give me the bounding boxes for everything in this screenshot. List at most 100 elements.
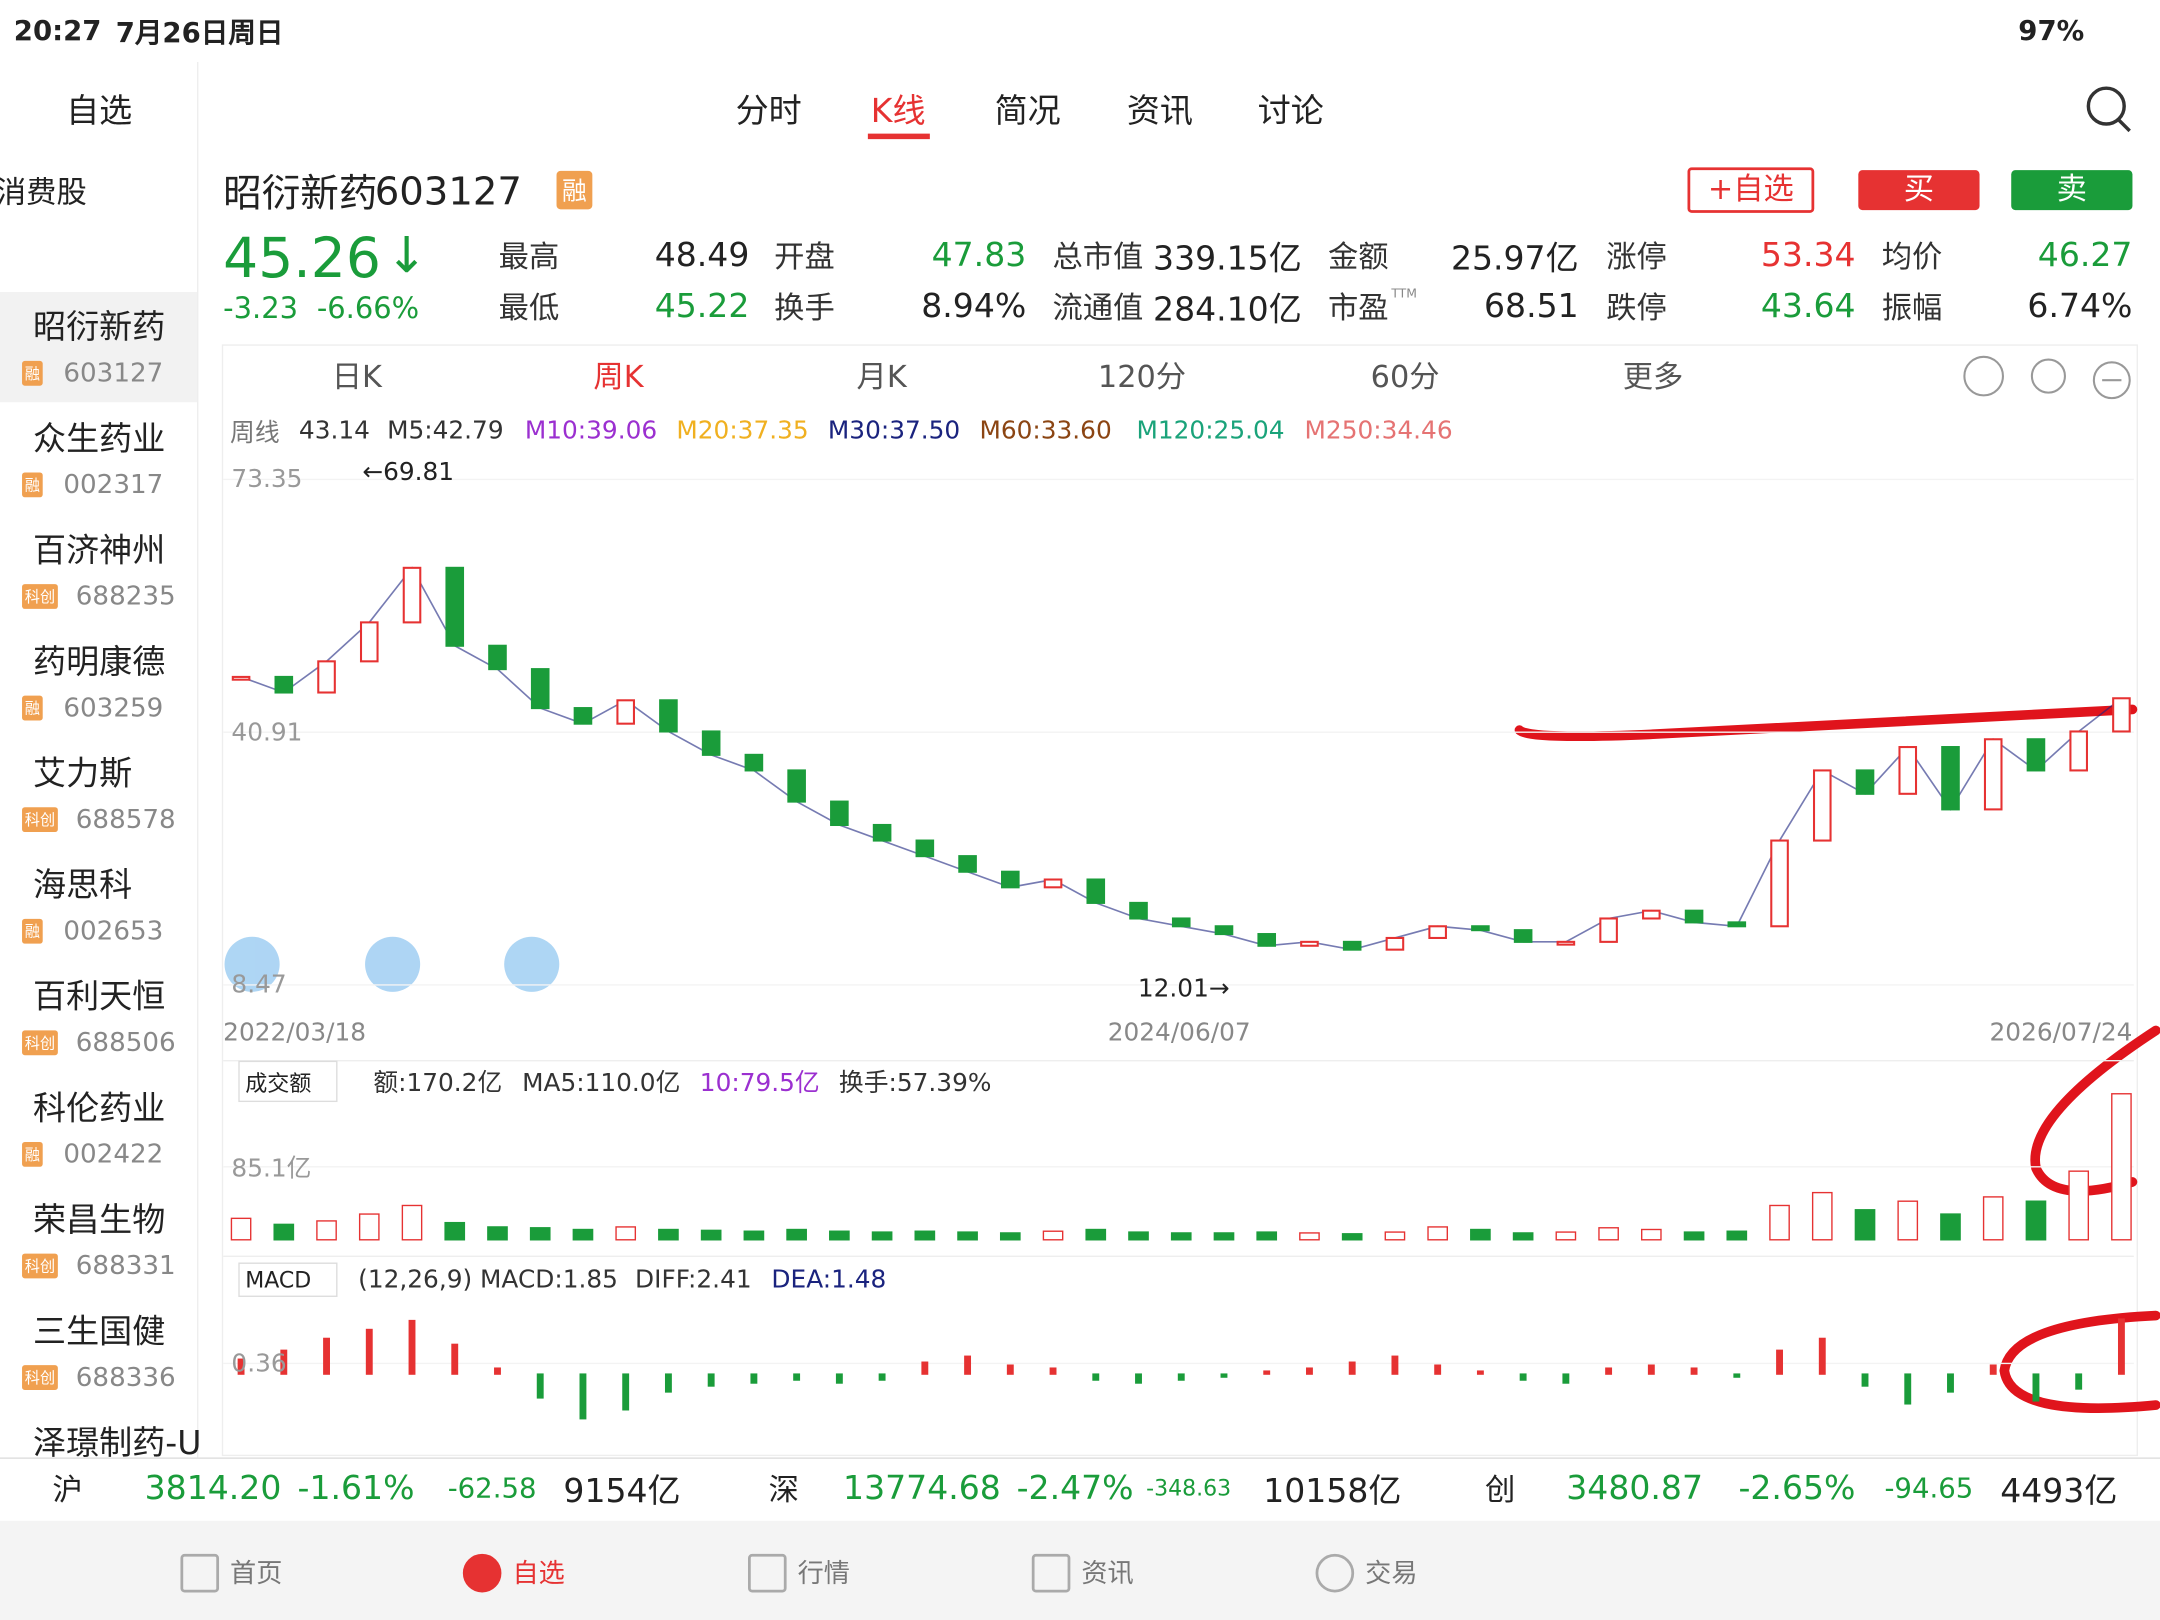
nav-icon[interactable] (180, 1553, 220, 1593)
macd-bar (1733, 1373, 1741, 1378)
stat-label: 换手 (774, 292, 835, 327)
candle (787, 769, 806, 803)
stat-label: 涨停 (1606, 241, 1667, 276)
volume-bar (1641, 1228, 1662, 1241)
candle (359, 621, 379, 663)
stat-value: 8.94% (921, 286, 1027, 326)
macd-bar (2075, 1373, 2083, 1390)
stock-name[interactable]: 科伦药业 (33, 1088, 166, 1128)
stat-label: 均价 (1881, 241, 1943, 276)
ma-legend: M10:39.06 (524, 416, 658, 446)
tab[interactable]: 简况 (994, 91, 1061, 131)
macd-bar (1135, 1373, 1142, 1384)
candle (1898, 746, 1918, 795)
nav-icon[interactable] (748, 1553, 787, 1593)
tab[interactable]: K线 (870, 91, 926, 131)
candle (1385, 936, 1405, 951)
stock-name[interactable]: 昭衍新药 (33, 307, 166, 347)
indicator-select[interactable]: 成交额 (238, 1060, 338, 1103)
tab[interactable]: 讨论 (1257, 91, 1324, 131)
stock-name[interactable]: 泽璟制药-U (33, 1423, 202, 1463)
stat-label: 最高 (498, 241, 560, 276)
candle (1300, 940, 1319, 947)
ma-legend: 周线 (230, 418, 280, 448)
price-line (240, 566, 2122, 951)
indicator-select[interactable]: MACD (238, 1262, 338, 1297)
volume-bar (273, 1223, 295, 1241)
stat-value: 45.22 (654, 286, 750, 326)
stock-name[interactable]: 药明康德 (33, 642, 166, 682)
index-pct: -1.61% (297, 1468, 415, 1508)
volume-bar (1299, 1232, 1320, 1241)
price: 45.26 (223, 227, 381, 291)
stock-name[interactable]: 百利天恒 (33, 977, 166, 1016)
stock-name[interactable]: 艾力斯 (33, 754, 133, 793)
index-pct: -2.65% (1738, 1468, 1856, 1508)
action-button[interactable]: 卖 (2011, 170, 2133, 211)
y-tick-label: 0.36 (231, 1348, 287, 1378)
nav-item[interactable]: 交易 (1365, 1558, 1418, 1590)
tab[interactable]: 资讯 (1126, 91, 1193, 131)
index-name: 沪 (52, 1473, 83, 1509)
indicator-legend: (12,26,9) MACD:1.85 (358, 1265, 618, 1295)
macd-bar (1092, 1373, 1100, 1381)
period-tab[interactable]: 月K (856, 360, 907, 396)
group-name: 药消费股 (0, 176, 87, 211)
volume-bar (1427, 1226, 1448, 1241)
stock-name[interactable]: 荣昌生物 (33, 1200, 166, 1240)
volume-bar (786, 1228, 807, 1241)
macd-bar (835, 1373, 843, 1384)
nav-icon[interactable] (1031, 1553, 1071, 1593)
candle (701, 730, 721, 756)
change-pct: -6.66% (316, 292, 420, 326)
period-tab[interactable]: 更多 (1622, 360, 1684, 396)
period-tab[interactable]: 60分 (1370, 360, 1440, 396)
ma-legend: M60:33.60 (979, 416, 1112, 446)
nav-item[interactable]: 首页 (230, 1558, 283, 1590)
y-tick-label: 40.91 (231, 717, 303, 747)
tab-underline (867, 133, 930, 140)
nav-item[interactable]: 自选 (512, 1558, 565, 1590)
search-icon[interactable] (2080, 83, 2135, 138)
volume-bar (914, 1230, 936, 1241)
candle (1941, 746, 1960, 811)
nav-icon[interactable] (1315, 1553, 1355, 1593)
stock-code: 603127 (63, 358, 164, 389)
indicator-legend: DIFF:2.41 (635, 1265, 752, 1295)
stock-name[interactable]: 百济神州 (33, 531, 166, 570)
macd-bar (451, 1343, 459, 1375)
ma-legend: M120:25.04 (1136, 416, 1285, 446)
macd-bar (1220, 1373, 1228, 1378)
macd-bar (1647, 1364, 1655, 1375)
nav-icon[interactable] (462, 1553, 502, 1593)
stock-name[interactable]: 海思科 (33, 865, 133, 905)
action-button[interactable]: +自选 (1687, 167, 1815, 213)
stat-value: 46.27 (2037, 235, 2133, 275)
volume-bar (1683, 1231, 1705, 1241)
volume-bar (1897, 1200, 1919, 1241)
tab[interactable]: 分时 (735, 91, 802, 131)
chart-controls[interactable] (224, 936, 560, 992)
candle (659, 699, 678, 733)
period-tab[interactable]: 日K (331, 360, 382, 396)
stock-name[interactable]: 三生国健 (33, 1312, 166, 1351)
stock-name[interactable]: 众生药业 (33, 419, 166, 459)
stat-value: 284.10亿 (1153, 289, 1302, 329)
nav-item[interactable]: 资讯 (1081, 1558, 1134, 1590)
chart-tool-icons[interactable] (1963, 355, 2131, 400)
action-button[interactable]: 买 (1858, 170, 1980, 211)
candle (1812, 769, 1832, 842)
volume-bar (1512, 1232, 1534, 1241)
price-arrow: ↓ (385, 227, 428, 285)
stat-value: 339.15亿 (1153, 239, 1302, 278)
macd-bar (1391, 1355, 1399, 1375)
nav-item[interactable]: 行情 (797, 1558, 850, 1590)
macd-bar (878, 1373, 886, 1381)
volume-bar (1940, 1213, 1961, 1241)
macd-bar (1348, 1361, 1356, 1375)
period-tab[interactable]: 120分 (1097, 360, 1187, 396)
period-tab[interactable]: 周K (593, 360, 644, 396)
macd-bar (1989, 1364, 1997, 1375)
stat-sup: TTM (1391, 287, 1417, 302)
x-date-label: 2026/07/24 (1989, 1018, 2133, 1048)
